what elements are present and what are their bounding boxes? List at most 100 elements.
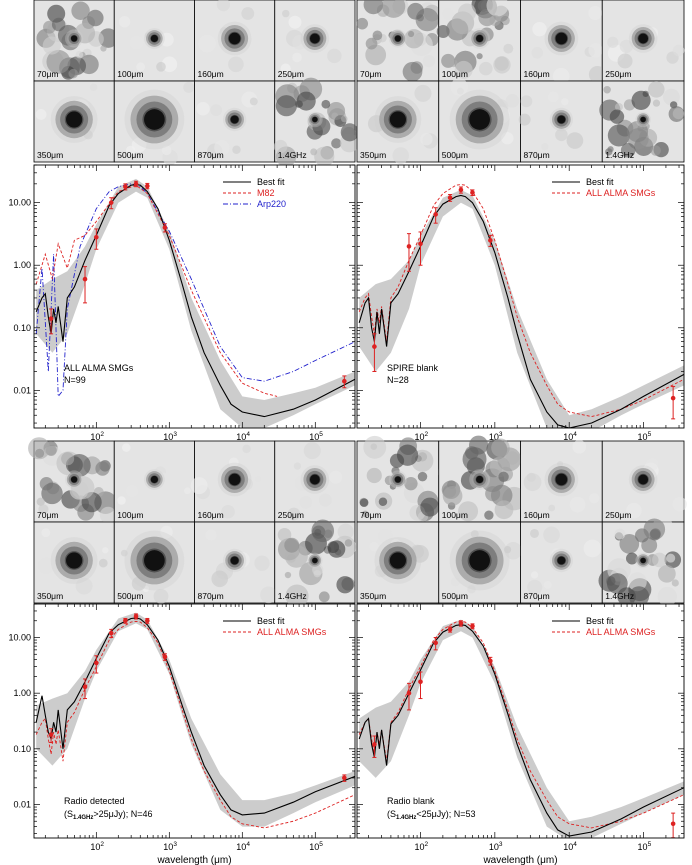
- data-point: [108, 628, 114, 639]
- data-point: [162, 653, 168, 661]
- point-marker: [447, 195, 453, 201]
- point-marker: [133, 181, 139, 187]
- thumbnail-label: 500μm: [442, 591, 468, 601]
- thumbnail-0: 70μm: [356, 435, 440, 523]
- annotation: SPIRE blank N=28: [387, 363, 439, 385]
- x-tick-label: 105: [638, 431, 652, 442]
- data-point: [670, 386, 676, 420]
- annotation-line: Radio detected: [64, 796, 125, 806]
- legend-label: M82: [257, 188, 275, 198]
- point-marker: [406, 244, 412, 249]
- data-point: [406, 682, 412, 711]
- series-best-fit: [358, 624, 684, 837]
- data-point: [162, 223, 168, 233]
- point-marker: [447, 627, 453, 632]
- point-marker: [133, 614, 139, 619]
- thumbnail-1: 100μm: [438, 435, 526, 523]
- data-point: [488, 234, 493, 247]
- thumbnail-label: 350μm: [37, 591, 63, 601]
- thumbnail-2: 160μm: [520, 0, 606, 85]
- thumbnail-6: 870μm: [194, 521, 277, 604]
- point-marker: [342, 775, 347, 781]
- point-marker: [470, 190, 475, 195]
- data-point: [406, 233, 412, 272]
- y-axis: [357, 603, 684, 834]
- panel-all: 70μm 100μm 160μm 250μm 350μm 500μm 870μm 1.4GHz…: [8, 0, 359, 456]
- point-marker: [94, 234, 99, 240]
- thumbnail-label: 1.4GHz: [278, 150, 307, 160]
- y-tick-label: 0.10: [13, 323, 31, 333]
- data-point: [418, 231, 423, 266]
- point-marker: [82, 276, 88, 282]
- plot-content: [358, 619, 684, 838]
- point-marker: [108, 200, 114, 205]
- thumbnail-5: 500μm: [438, 521, 522, 604]
- data-point: [133, 180, 139, 188]
- thumbnail-label: 160μm: [524, 69, 550, 79]
- annotation: Radio blank (S1.4GHz<25μJy); N=53: [387, 796, 476, 821]
- point-marker: [145, 618, 150, 624]
- series-best-fit: [35, 183, 355, 418]
- data-point: [145, 182, 150, 190]
- point-marker: [145, 183, 150, 189]
- x-tick-label: 102: [414, 841, 428, 852]
- thumbnail-label: 350μm: [360, 591, 386, 601]
- thumbnail-label: 100μm: [117, 69, 143, 79]
- plot-frame: [356, 164, 685, 429]
- point-marker: [488, 238, 493, 243]
- thumbnail-5: 500μm: [113, 521, 195, 604]
- data-point: [433, 637, 438, 651]
- thumbnail-label: 70μm: [360, 510, 381, 520]
- data-point: [458, 620, 464, 627]
- x-tick-label: 105: [638, 841, 652, 852]
- thumbnail-label: 1.4GHz: [605, 591, 634, 601]
- point-marker: [433, 640, 438, 646]
- thumbnail-label: 350μm: [360, 150, 386, 160]
- thumbnail-0: 70μm: [33, 0, 119, 82]
- data-point: [470, 189, 475, 197]
- thumbnail-label: 70μm: [360, 69, 381, 79]
- data-point: [94, 655, 99, 674]
- point-marker: [82, 684, 88, 690]
- point-marker: [458, 187, 464, 193]
- x-axis-label: wavelength (μm): [482, 855, 557, 865]
- data-point: [48, 728, 54, 743]
- legend-label: ALL ALMA SMGs: [586, 627, 656, 637]
- x-axis: 102 103 104 105 wavelength (μm): [44, 604, 351, 865]
- point-marker: [48, 316, 54, 321]
- x-tick-label: 104: [563, 431, 577, 442]
- legend-label: Best fit: [586, 177, 614, 187]
- y-axis: 10.00 1.00 0.10 0.01: [8, 603, 355, 834]
- x-tick-label: 105: [309, 431, 323, 442]
- thumbnail-label: 160μm: [198, 69, 224, 79]
- point-marker: [670, 395, 676, 401]
- data-point: [447, 194, 453, 202]
- thumbnail-label: 250μm: [605, 69, 631, 79]
- thumbnail-6: 870μm: [518, 80, 603, 163]
- data-point: [342, 375, 347, 389]
- point-marker: [123, 184, 128, 189]
- thumbnail-0: 70μm: [356, 0, 441, 82]
- point-marker: [418, 241, 423, 247]
- y-tick-label: 0.10: [13, 744, 31, 754]
- data-point: [458, 186, 464, 194]
- point-marker: [48, 732, 54, 737]
- data-point: [372, 735, 377, 758]
- series-best-fit: [358, 194, 684, 428]
- x-tick-label: 102: [90, 841, 104, 852]
- point-marker: [418, 679, 423, 685]
- thumbnail-label: 100μm: [442, 510, 468, 520]
- x-tick-label: 102: [90, 431, 104, 442]
- y-tick-label: 10.00: [8, 633, 31, 643]
- thumbnail-5: 500μm: [113, 80, 195, 166]
- y-axis: 10.00 1.00 0.10 0.01: [8, 164, 355, 424]
- thumbnail-label: 250μm: [278, 69, 304, 79]
- series-reference: [358, 184, 684, 418]
- plot-content: [35, 178, 355, 428]
- annotation-line: N=28: [387, 375, 409, 385]
- thumbnail-1: 100μm: [113, 0, 195, 82]
